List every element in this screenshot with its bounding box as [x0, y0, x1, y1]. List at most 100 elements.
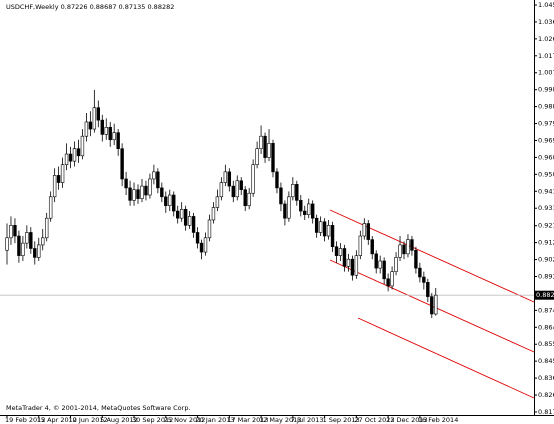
candle-body — [358, 235, 363, 256]
candle-body — [263, 135, 267, 158]
candle-body — [386, 278, 390, 287]
candle-body — [144, 185, 148, 196]
candle-body — [374, 253, 378, 269]
candle-body — [164, 196, 168, 207]
y-tick-label: 0.9601 — [538, 153, 554, 161]
candle-body — [350, 258, 355, 276]
candle-body — [354, 255, 359, 276]
candle-body — [195, 232, 200, 244]
y-tick-label: 0.9411 — [538, 187, 554, 195]
y-tick-label: 0.9696 — [538, 136, 554, 144]
x-tick-label: 12 May 2013 — [259, 416, 301, 424]
candle-body — [247, 192, 251, 207]
candle-body — [33, 248, 37, 258]
candle-body — [434, 294, 438, 315]
y-tick-label: 1.0361 — [538, 18, 554, 26]
candle-body — [104, 126, 108, 135]
candle-body — [406, 239, 410, 255]
candle-body — [295, 184, 299, 201]
candle-body — [136, 189, 140, 199]
candle-body — [88, 121, 93, 130]
candle-body — [235, 180, 239, 198]
candle-body — [402, 244, 406, 255]
candle-body — [378, 260, 382, 269]
y-tick-label: 0.8363 — [538, 374, 554, 382]
y-tick-label: 0.8743 — [538, 306, 554, 314]
candle-body — [9, 225, 13, 239]
candle-body — [124, 178, 128, 189]
candle-body — [156, 171, 160, 189]
x-tick-label: 20 Jan 2013 — [196, 416, 235, 424]
chart-title: USDCHF,Weekly 0.87226 0.88687 0.87135 0.… — [6, 3, 174, 11]
candle-body — [394, 257, 398, 272]
candle-body — [176, 210, 180, 219]
candle-body — [203, 237, 208, 253]
candle-body — [239, 180, 243, 190]
candle-body — [275, 171, 279, 189]
candle-body — [410, 239, 414, 251]
y-tick-label: 0.8268 — [538, 391, 554, 399]
y-tick-label: 0.9886 — [538, 103, 554, 111]
candle-body — [314, 217, 319, 233]
candle-body — [179, 208, 184, 219]
candle-body — [414, 249, 418, 269]
candle-body — [322, 221, 327, 237]
candle-body — [342, 248, 347, 267]
y-tick-label: 0.8173 — [538, 408, 554, 416]
candle-body — [259, 135, 263, 149]
candle-body — [120, 148, 124, 180]
x-tick-label: 5 Aug 2012 — [100, 416, 138, 424]
candle-body — [366, 223, 370, 240]
candle-body — [279, 187, 283, 205]
y-tick-label: 0.8648 — [538, 323, 554, 331]
candle-body — [13, 225, 17, 237]
candle-body — [140, 185, 144, 199]
x-tick-label: 1 Sep 2013 — [323, 416, 360, 424]
candle-body — [422, 276, 426, 283]
candle-body — [382, 260, 386, 280]
candle-body — [207, 219, 212, 239]
x-tick-label: 25 Nov 2012 — [164, 416, 206, 424]
candle-body — [334, 246, 339, 256]
candle-body — [168, 194, 172, 207]
candle-body — [299, 200, 303, 212]
candle-body — [326, 225, 331, 237]
y-tick-label: 0.8933 — [538, 272, 554, 280]
y-tick-label: 0.9123 — [538, 239, 554, 247]
candle-body — [5, 237, 9, 251]
candle-body — [307, 203, 311, 215]
y-tick-label: 1.0076 — [538, 69, 554, 77]
candle-body — [25, 232, 29, 244]
x-tick-label: 19 Feb 2012 — [5, 416, 45, 424]
candle-body — [17, 235, 21, 256]
y-tick-label: 1.0171 — [538, 52, 554, 60]
candle-body — [72, 148, 77, 162]
candle-body — [187, 216, 192, 226]
candle-body — [64, 153, 69, 166]
candle-body — [243, 189, 247, 207]
candle-body — [108, 126, 112, 141]
y-tick-label: 0.9316 — [538, 204, 554, 212]
candle-body — [223, 171, 228, 183]
x-tick-label: 17 Mar 2013 — [227, 416, 268, 424]
candle-body — [418, 267, 422, 278]
candle-body — [199, 242, 204, 253]
candle-body — [96, 107, 101, 121]
candle-body — [112, 132, 116, 141]
candle-body — [41, 237, 45, 246]
y-tick-label: 0.9506 — [538, 170, 554, 178]
candle-body — [152, 171, 156, 180]
y-tick-label: 1.0456 — [538, 1, 554, 9]
candle-body — [172, 194, 176, 212]
x-tick-label: 27 Oct 2013 — [354, 416, 394, 424]
candle-body — [291, 184, 295, 198]
candle-body — [426, 282, 430, 297]
x-tick-label: 30 Sep 2012 — [132, 416, 173, 424]
candle-body — [430, 296, 434, 315]
candle-body — [287, 196, 291, 219]
candle-body — [271, 143, 275, 173]
candle-body — [84, 121, 89, 137]
y-tick-label: 0.9791 — [538, 120, 554, 128]
x-tick-label: 10 Jun 2012 — [69, 416, 108, 424]
